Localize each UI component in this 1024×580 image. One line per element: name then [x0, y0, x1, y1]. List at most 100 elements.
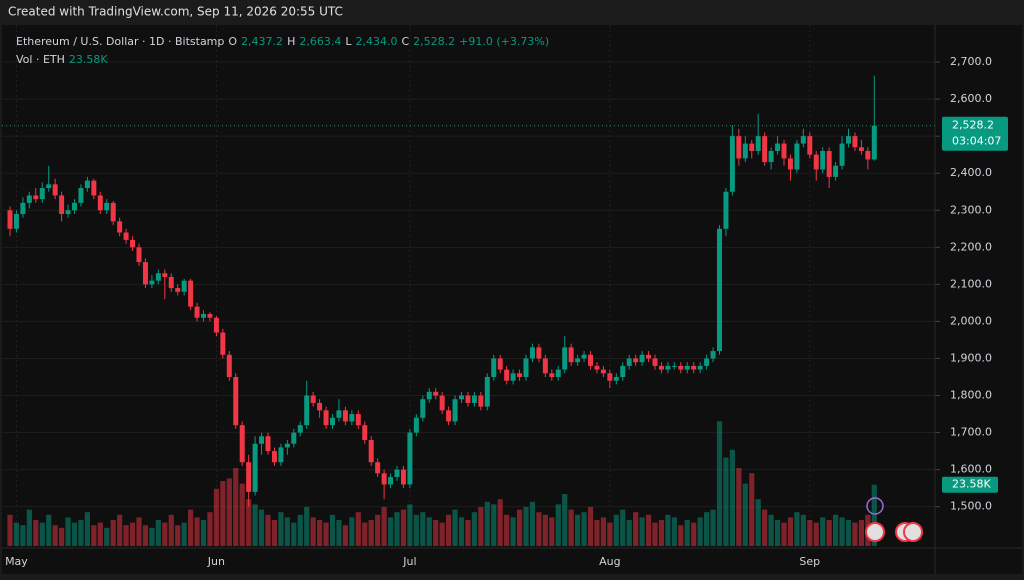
volume-bar: [91, 525, 97, 546]
volume-bar: [736, 468, 742, 546]
volume-bar: [781, 522, 787, 546]
candle-body: [181, 280, 187, 292]
y-tick-label: 2,400.0: [950, 166, 992, 179]
candle-body: [362, 425, 368, 440]
candle-body: [639, 354, 645, 363]
candle-body: [291, 432, 297, 444]
candle-body: [465, 395, 471, 403]
volume-bar: [13, 522, 20, 546]
volume-bar: [658, 520, 665, 546]
volume-bar: [317, 520, 323, 546]
volume-bar: [33, 520, 39, 546]
volume-bar: [652, 522, 658, 546]
volume-bar: [581, 512, 587, 546]
candle-body: [246, 462, 252, 492]
candle-body: [201, 314, 206, 318]
candle-body: [310, 395, 316, 403]
volume-bar: [291, 522, 297, 546]
volume-bar: [129, 522, 136, 546]
volume-bar: [742, 483, 748, 546]
candle-body: [175, 288, 181, 292]
volume-tag: [942, 476, 998, 493]
candle-body: [794, 143, 800, 170]
candle-body: [97, 195, 103, 211]
candle-body: [568, 347, 574, 363]
volume-bar: [155, 520, 161, 546]
volume-bar: [807, 520, 813, 546]
x-tick-label: Sep: [799, 555, 820, 568]
candle-body: [33, 195, 39, 200]
candle-body: [233, 377, 239, 426]
candle-body: [426, 391, 432, 400]
volume-bar: [555, 504, 561, 546]
volume-bar: [233, 468, 239, 546]
candle-body: [26, 195, 32, 203]
candle-body: [368, 439, 374, 463]
volume-bar: [375, 514, 381, 546]
candle-body: [697, 365, 703, 370]
y-tick-label: 2,200.0: [950, 240, 992, 253]
candle-body: [529, 347, 535, 359]
candle-body: [91, 180, 97, 196]
candle-body: [52, 184, 58, 196]
volume-bar: [20, 525, 26, 546]
volume-bar: [258, 509, 265, 546]
x-tick-label: Jun: [207, 555, 225, 568]
candle-body: [188, 280, 194, 307]
event-icon[interactable]: [865, 522, 885, 542]
event-icon[interactable]: [903, 522, 923, 542]
volume-bar: [200, 520, 207, 546]
volume-bar: [665, 514, 671, 546]
candle-body: [704, 358, 710, 366]
candle-body: [226, 354, 232, 378]
candle-body: [271, 451, 277, 463]
countdown: 03:04:07: [952, 135, 1001, 148]
candle-body: [381, 473, 387, 485]
volume-bar: [800, 514, 806, 546]
candle-body: [284, 443, 290, 448]
candle-body: [497, 358, 503, 370]
volume-bar: [207, 512, 213, 546]
candle-body: [581, 354, 587, 359]
volume-bar: [362, 522, 368, 546]
volume-bar: [52, 525, 58, 546]
candle-body: [46, 184, 52, 189]
candle-body: [433, 391, 439, 396]
volume-bar: [710, 509, 716, 546]
candle-body: [852, 136, 858, 148]
volume-bar: [871, 484, 877, 546]
candle-body: [13, 213, 19, 229]
volume-bar: [620, 509, 626, 546]
legend: Ethereum / U.S. Dollar · 1D · Bitstamp O 2…: [16, 35, 549, 66]
event-icon[interactable]: [866, 497, 884, 515]
legend-text: +91.0 (+3.73%): [459, 35, 549, 48]
candle-body: [562, 347, 568, 370]
volume-bar: [820, 517, 826, 546]
candle-body: [542, 358, 548, 374]
candle-body: [330, 417, 335, 426]
legend-text: Ethereum / U.S. Dollar · 1D · Bitstamp: [16, 35, 224, 48]
volume-bar: [762, 509, 768, 546]
x-tick-label: May: [5, 555, 28, 568]
candle-body: [600, 369, 606, 374]
legend-text: 2,663.4: [299, 35, 341, 48]
volume-bar: [504, 514, 510, 546]
candle-body: [252, 443, 258, 492]
volume-bar: [26, 509, 32, 546]
candle-body: [678, 365, 684, 370]
candle-body: [72, 202, 77, 211]
volume-bar: [575, 514, 581, 546]
volume-bar: [426, 517, 432, 546]
candle-body: [800, 136, 806, 144]
candle-body: [691, 365, 697, 370]
volume-bar: [7, 514, 13, 546]
volume-bar: [162, 522, 168, 546]
candle-body: [407, 432, 413, 485]
volume-bar: [252, 504, 258, 546]
candle-body: [775, 143, 781, 151]
volume-bar: [59, 527, 65, 546]
candle-body: [820, 150, 826, 170]
volume-bar: [381, 507, 387, 546]
volume-bar: [71, 522, 78, 546]
candle-body: [594, 365, 600, 370]
